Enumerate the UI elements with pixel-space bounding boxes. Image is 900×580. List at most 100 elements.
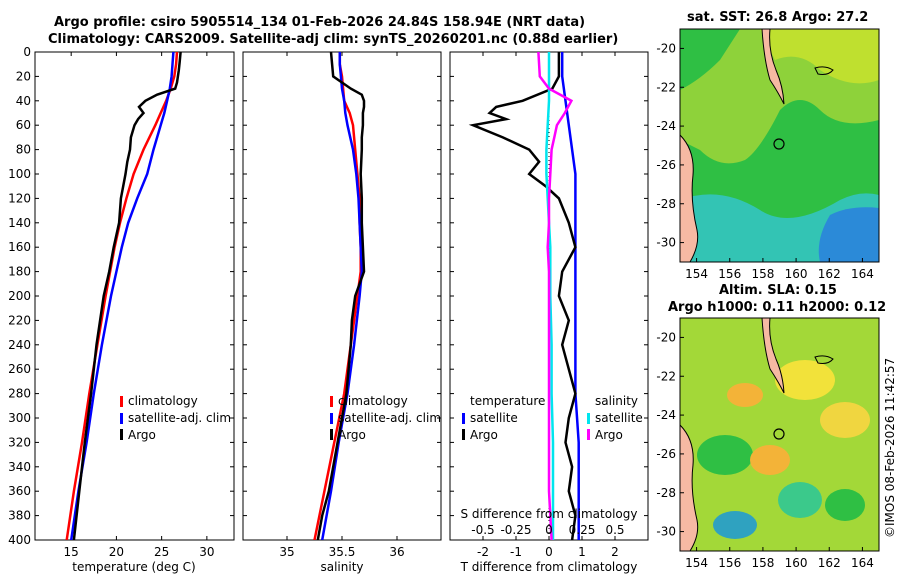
temperature-ytick-label: 280	[8, 387, 31, 401]
diff-legend-label-t-argo: Argo	[470, 428, 498, 442]
sst-map-xtick-label: 162	[818, 267, 841, 281]
temperature-panel: 0 20 40 60 80 100 120 140 160 180 200 220 240 260 280 3…	[8, 45, 235, 574]
temperature-ytick-label: 380	[8, 509, 31, 523]
difference-panel: -2 -1 0 1 2 T difference from climatology S …	[449, 51, 649, 574]
salinity-axes-frame	[242, 51, 442, 541]
sla-map-frame	[679, 317, 880, 552]
salinity-legend: climatology satellite-adj. clim Argo	[330, 394, 441, 442]
sla-map-ytick-label: -30	[656, 525, 676, 539]
temperature-xtick-label: 25	[154, 545, 169, 559]
sst-coastline-new-caledonia	[761, 29, 785, 105]
sal-legend-label-satellite-adj: satellite-adj. clim	[338, 411, 441, 425]
salinity-xtick-label: 36	[389, 545, 404, 559]
difference-xtick-label: 1	[578, 545, 586, 559]
legend-swatch-satellite-adj	[120, 413, 123, 424]
sst-reef-outline	[814, 66, 834, 75]
sla-coastline-new-caledonia	[761, 318, 785, 394]
difference-x-ticks: -2 -1 0 1 2	[477, 52, 619, 559]
sla-high-4	[750, 445, 790, 475]
sla-map-xtick-label: 164	[851, 556, 874, 570]
temperature-y-ticks: 0 20 40 60 80 100 120 140 160 180 200 220 240 260 280 3…	[8, 45, 234, 547]
temperature-ytick-label: 300	[8, 411, 31, 425]
sst-coastline-australia	[680, 134, 699, 262]
sst-map-ytick-label: -20	[656, 41, 676, 55]
sst-map-xtick-label: 164	[851, 267, 874, 281]
temperature-ytick-label: 100	[8, 167, 31, 181]
temperature-ytick-label: 220	[8, 313, 31, 327]
sla-map-xtick-label: 160	[785, 556, 808, 570]
salinity-xtick-label: 35.5	[329, 545, 356, 559]
sla-map-ytick-label: -28	[656, 486, 676, 500]
sla-map-title-line2: Argo h1000: 0.11 h2000: 0.12	[668, 300, 887, 315]
sla-map-xtick-label: 162	[818, 556, 841, 570]
temperature-x-ticks: 15 20 25 30	[64, 52, 215, 559]
difference-lines	[468, 52, 580, 540]
sla-argo-marker	[773, 428, 785, 440]
sst-argo-marker	[773, 138, 785, 150]
sla-low-3	[713, 511, 757, 539]
diff-legend-salinity-title: salinity	[595, 394, 638, 408]
temperature-series-1	[69, 52, 175, 540]
difference-x2tick-label: -0.25	[500, 523, 531, 537]
difference-legend-temperature: temperature satellite Argo	[462, 394, 545, 442]
diff-legend-swatch-t-argo	[462, 429, 465, 440]
salinity-xtick-label: 35	[279, 545, 294, 559]
difference-x2tick-label: -0.5	[471, 523, 494, 537]
temperature-ytick-label: 160	[8, 240, 31, 254]
temperature-ytick-label: 20	[16, 69, 31, 83]
legend-swatch-climatology	[120, 396, 123, 407]
diff-legend-temperature-title: temperature	[470, 394, 545, 408]
sst-map-ytick-label: -26	[656, 158, 676, 172]
sla-map-ytick-label: -20	[656, 330, 676, 344]
sla-low-2	[778, 482, 822, 518]
salinity-x-ticks: 35 35.5 36	[279, 52, 405, 559]
difference-xtick-label: 2	[611, 545, 619, 559]
sst-cold-region	[818, 207, 879, 262]
legend-swatch-argo	[120, 429, 123, 440]
figure-title-line1: Argo profile: csiro 5905514_134 01-Feb-2…	[54, 15, 586, 30]
difference-xlabel: T difference from climatology	[460, 560, 638, 574]
difference-x2tick-label: 0	[545, 523, 553, 537]
sst-map-xtick-label: 154	[685, 267, 708, 281]
temperature-ytick-label: 60	[16, 118, 31, 132]
sla-low-1	[697, 435, 753, 475]
difference-x2tick-label: 0.5	[605, 523, 624, 537]
temperature-ytick-label: 320	[8, 435, 31, 449]
figure-title-line2: Climatology: CARS2009. Satellite-adj cli…	[48, 32, 619, 47]
sla-map-y-ticks: -20 -22 -24 -26 -28 -30	[656, 330, 684, 539]
temperature-ytick-label: 80	[16, 143, 31, 157]
temperature-ytick-label: 240	[8, 338, 31, 352]
temperature-ytick-label: 40	[16, 94, 31, 108]
sla-map-xtick-label: 156	[718, 556, 741, 570]
diff-legend-swatch-s-satellite	[587, 413, 590, 424]
difference-series-1	[468, 52, 577, 540]
sla-high-2	[727, 383, 763, 407]
sal-legend-swatch-climatology	[330, 396, 333, 407]
diff-legend-swatch-t-satellite	[462, 413, 465, 424]
temperature-ytick-label: 200	[8, 289, 31, 303]
sla-map-ytick-label: -24	[656, 408, 676, 422]
sst-map-ytick-label: -30	[656, 236, 676, 250]
sla-coastline-australia	[680, 424, 699, 551]
temperature-xlabel: temperature (deg C)	[72, 560, 195, 574]
difference-xtick-label: 0	[545, 545, 553, 559]
salinity-lines	[313, 52, 366, 540]
sst-map-y-ticks: -20 -22 -24 -26 -28 -30	[656, 41, 684, 250]
sla-low-4	[825, 489, 865, 521]
temperature-xtick-label: 20	[109, 545, 124, 559]
diff-legend-label-t-satellite: satellite	[470, 411, 518, 425]
sst-warmer-region	[760, 29, 879, 84]
diff-legend-label-s-argo: Argo	[595, 428, 623, 442]
difference-series-3	[537, 52, 574, 540]
difference-x2label: S difference from climatology	[461, 507, 638, 521]
legend-label-satellite-adj: satellite-adj. clim	[128, 411, 231, 425]
sst-map-ytick-label: -28	[656, 197, 676, 211]
sst-map-xtick-label: 156	[718, 267, 741, 281]
sla-map-xtick-label: 154	[685, 556, 708, 570]
sst-map-panel: 154 156 158 160 162 164 -20 -22 -24 -26 -28 -30	[656, 28, 880, 281]
sst-map-frame	[679, 28, 880, 263]
sla-reef-outline	[814, 355, 834, 364]
diff-legend-label-s-satellite: satellite	[595, 411, 643, 425]
sal-legend-label-argo: Argo	[338, 428, 366, 442]
